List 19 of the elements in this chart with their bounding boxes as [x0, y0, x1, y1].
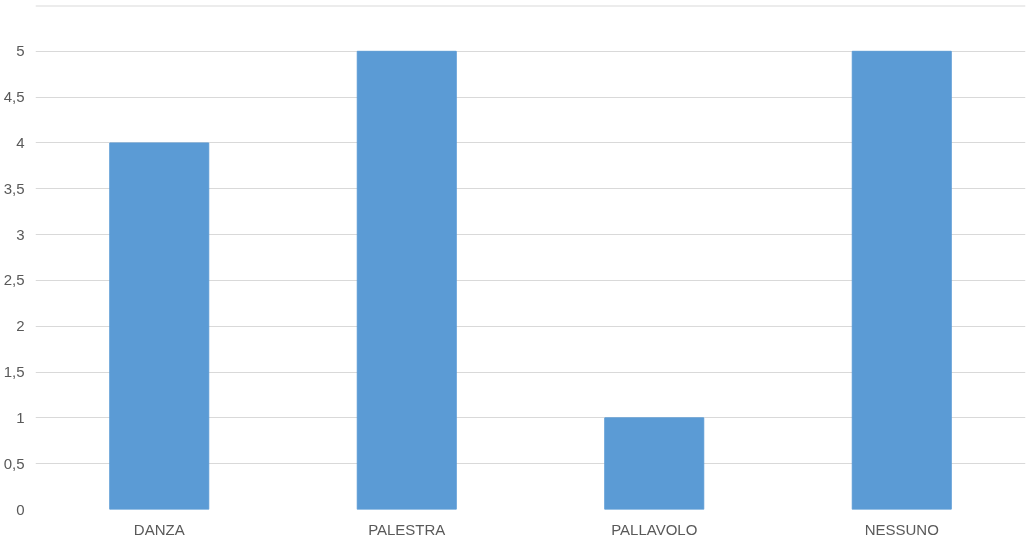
bar — [851, 50, 952, 510]
x-tick-label: PALESTRA — [368, 520, 446, 538]
y-tick-label: 1 — [16, 408, 25, 426]
y-tick-label: 5 — [16, 42, 25, 60]
x-tick-label: DANZA — [133, 520, 185, 538]
y-tick-label: 0,5 — [3, 454, 25, 472]
y-tick-label: 3 — [16, 225, 25, 243]
y-tick-label: 3,5 — [3, 179, 25, 197]
bar — [604, 417, 705, 510]
x-tick-label: NESSUNO — [864, 520, 939, 538]
y-tick-label: 2 — [16, 317, 25, 335]
bar — [356, 50, 457, 510]
y-tick-label: 4 — [16, 133, 25, 151]
y-tick-label: 4,5 — [3, 88, 25, 106]
x-tick-label: PALLAVOLO — [611, 520, 698, 538]
y-tick-label: 2,5 — [3, 271, 25, 289]
y-tick-label: 1,5 — [3, 363, 25, 381]
y-tick-label: 0 — [16, 500, 25, 518]
bar — [109, 142, 210, 510]
